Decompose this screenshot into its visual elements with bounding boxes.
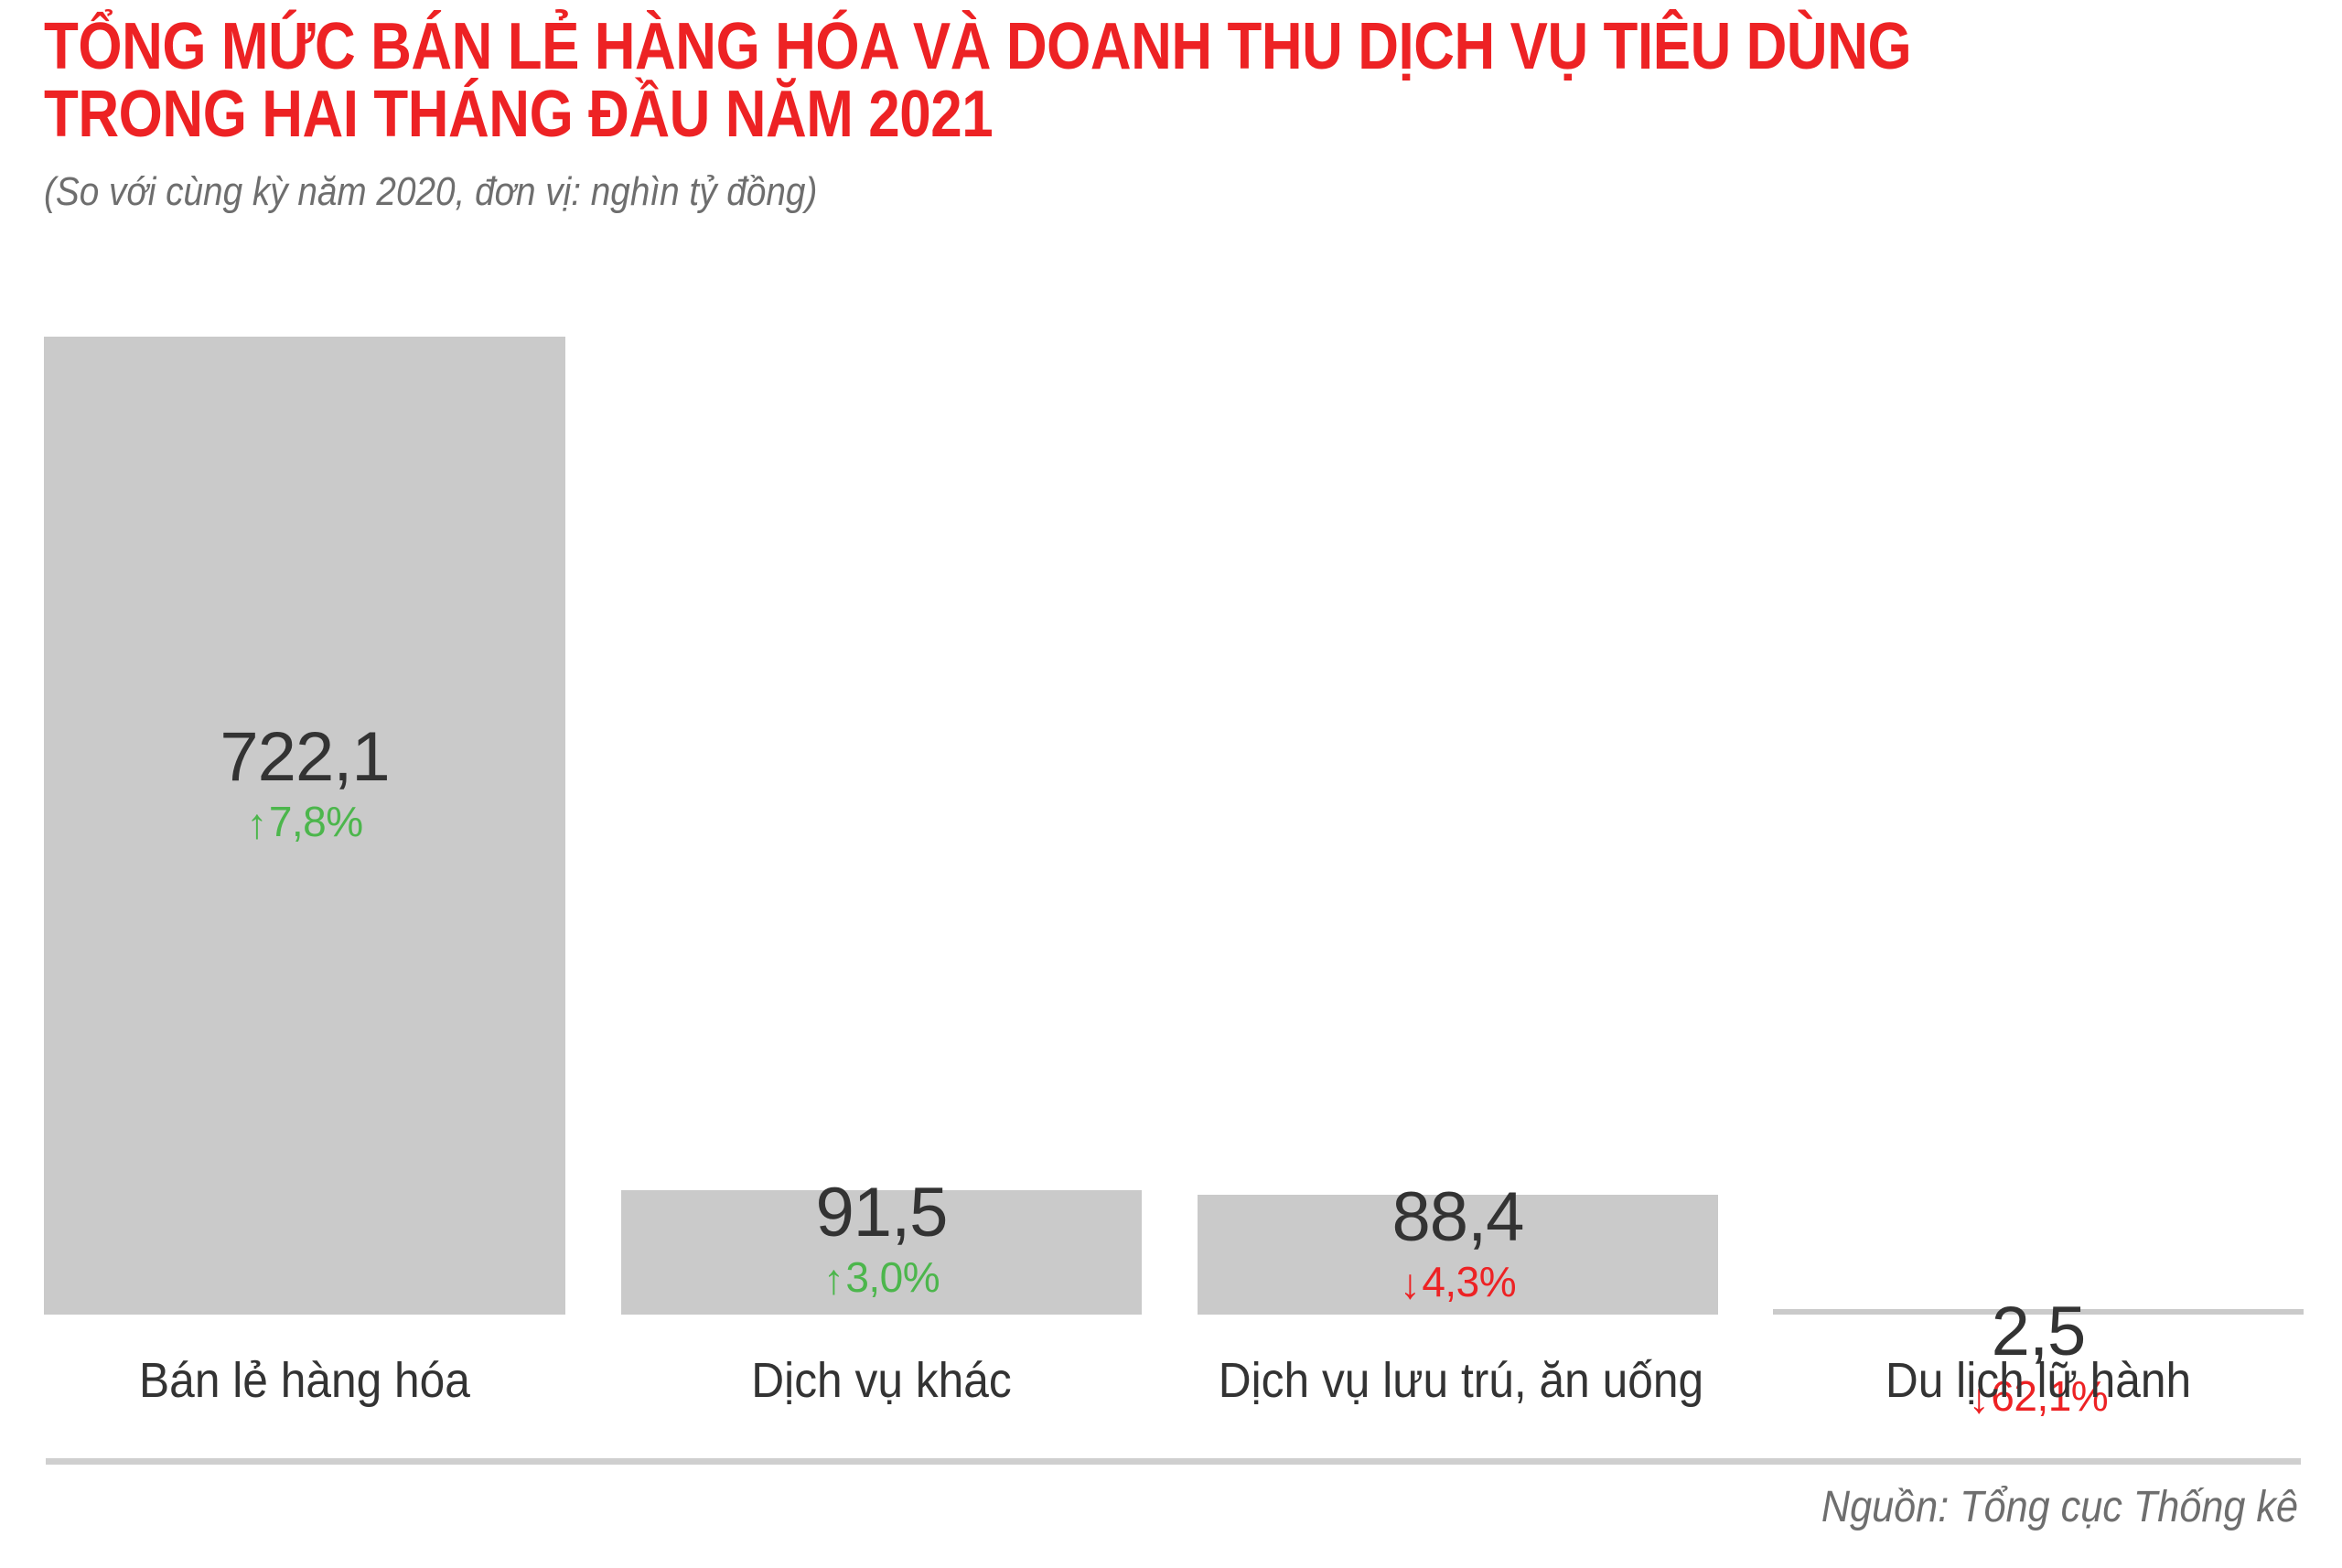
category-label-dich-vu-khac: Dịch vụ khác xyxy=(751,1353,1012,1408)
source-note: Nguồn: Tổng cục Thống kê xyxy=(1821,1483,2298,1531)
bar-group-ban-le-hang-hoa[interactable]: 722,1 ↑7,8% xyxy=(44,253,565,1568)
bar-rect[interactable] xyxy=(621,1190,1142,1315)
bar-rect[interactable] xyxy=(1198,1195,1718,1315)
category-label-dich-vu-luu-tru-an-uong: Dịch vụ lưu trú, ăn uống xyxy=(1218,1353,1704,1408)
page-title: TỔNG MỨC BÁN LẺ HÀNG HÓA VÀ DOANH THU DỊ… xyxy=(44,10,1912,152)
bar-group-dich-vu-luu-tru-an-uong[interactable]: 88,4 ↓4,3% xyxy=(1198,253,1718,1568)
footer-divider xyxy=(46,1458,2301,1465)
category-label-ban-le-hang-hoa: Bán lẻ hàng hóa xyxy=(139,1353,470,1408)
bar-rect[interactable] xyxy=(1773,1309,2304,1315)
bar-rect[interactable] xyxy=(44,337,565,1315)
chart-subtitle: (So với cùng kỳ năm 2020, đơn vị: nghìn … xyxy=(44,169,818,215)
chart-header: TỔNG MỨC BÁN LẺ HÀNG HÓA VÀ DOANH THU DỊ… xyxy=(44,13,2304,215)
category-label-du-lich-lu-hanh: Du lịch lữ hành xyxy=(1885,1353,2192,1408)
